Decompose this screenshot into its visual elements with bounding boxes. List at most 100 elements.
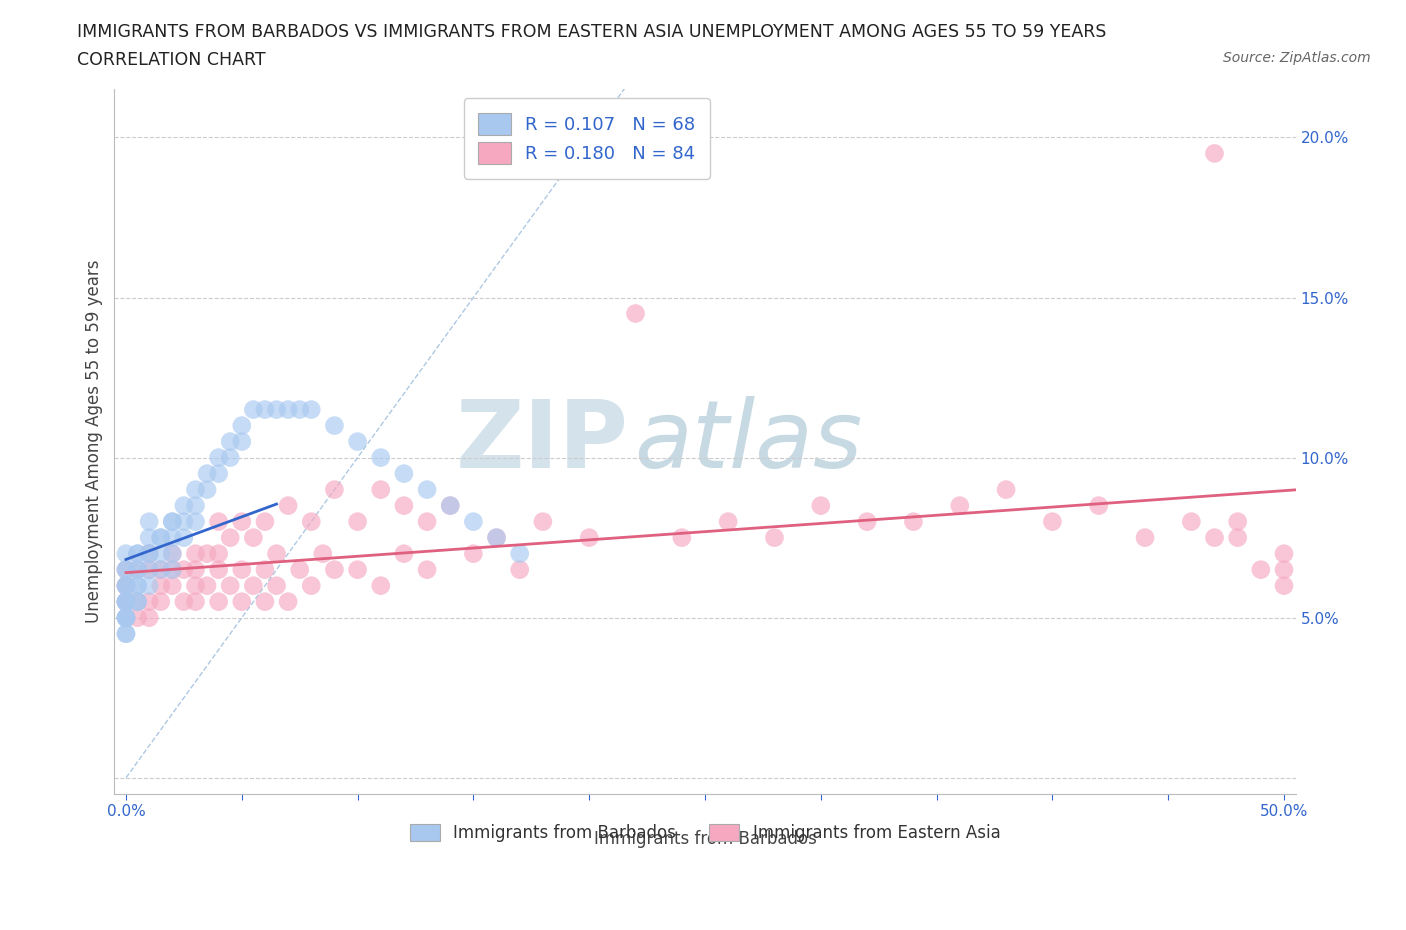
Point <box>127 610 149 625</box>
Point <box>1272 578 1295 593</box>
Point <box>312 546 335 561</box>
Point <box>242 530 264 545</box>
Point <box>277 402 299 417</box>
Point <box>231 563 253 578</box>
Point <box>115 610 138 625</box>
Point <box>127 578 149 593</box>
Point <box>485 530 508 545</box>
Point <box>149 594 172 609</box>
Point <box>138 514 160 529</box>
Point <box>509 546 531 561</box>
Text: Source: ZipAtlas.com: Source: ZipAtlas.com <box>1223 51 1371 65</box>
Point <box>149 546 172 561</box>
Point <box>162 563 184 578</box>
Point <box>115 578 138 593</box>
Point <box>149 563 172 578</box>
Point <box>173 594 195 609</box>
Point <box>162 546 184 561</box>
Point <box>219 434 242 449</box>
Point <box>346 563 368 578</box>
Point <box>195 482 218 497</box>
Point <box>138 578 160 593</box>
Text: IMMIGRANTS FROM BARBADOS VS IMMIGRANTS FROM EASTERN ASIA UNEMPLOYMENT AMONG AGES: IMMIGRANTS FROM BARBADOS VS IMMIGRANTS F… <box>77 23 1107 41</box>
Point <box>578 530 600 545</box>
Point <box>253 594 276 609</box>
Point <box>195 546 218 561</box>
Point <box>115 563 138 578</box>
Point <box>115 626 138 641</box>
Point <box>115 563 138 578</box>
Point <box>439 498 461 513</box>
Point <box>138 546 160 561</box>
Point <box>115 546 138 561</box>
Point <box>184 594 207 609</box>
Point <box>127 594 149 609</box>
Point <box>127 546 149 561</box>
Point <box>115 594 138 609</box>
Point <box>162 563 184 578</box>
Point <box>162 578 184 593</box>
Point <box>138 610 160 625</box>
Point <box>219 578 242 593</box>
Point <box>763 530 786 545</box>
Point <box>207 450 229 465</box>
Point <box>1250 563 1272 578</box>
Text: ZIP: ZIP <box>456 395 628 487</box>
Point <box>115 594 138 609</box>
Point <box>346 514 368 529</box>
Point <box>219 450 242 465</box>
Point <box>903 514 925 529</box>
Point <box>173 530 195 545</box>
Point <box>1204 146 1226 161</box>
Point <box>138 546 160 561</box>
Point <box>277 498 299 513</box>
Point <box>299 402 322 417</box>
Point <box>184 482 207 497</box>
Point <box>266 578 288 593</box>
Point <box>231 434 253 449</box>
Point <box>1204 530 1226 545</box>
Point <box>810 498 832 513</box>
Point <box>463 514 485 529</box>
Point <box>231 514 253 529</box>
Point <box>231 418 253 433</box>
Point <box>370 482 392 497</box>
Point <box>856 514 879 529</box>
Point <box>242 402 264 417</box>
Point <box>253 402 276 417</box>
X-axis label: Immigrants from Barbados: Immigrants from Barbados <box>593 830 817 848</box>
Point <box>115 563 138 578</box>
Point <box>138 594 160 609</box>
Point <box>1226 514 1249 529</box>
Point <box>149 563 172 578</box>
Point <box>416 514 439 529</box>
Point <box>115 626 138 641</box>
Point <box>392 546 415 561</box>
Point <box>149 530 172 545</box>
Point <box>1042 514 1064 529</box>
Point <box>149 530 172 545</box>
Point <box>253 563 276 578</box>
Point <box>207 563 229 578</box>
Point <box>242 578 264 593</box>
Point <box>115 610 138 625</box>
Point <box>162 514 184 529</box>
Point <box>162 546 184 561</box>
Point <box>115 578 138 593</box>
Point <box>184 514 207 529</box>
Point <box>184 578 207 593</box>
Point <box>115 594 138 609</box>
Point <box>288 563 311 578</box>
Point <box>115 610 138 625</box>
Point <box>509 563 531 578</box>
Point <box>463 546 485 561</box>
Point <box>323 482 346 497</box>
Point <box>1272 563 1295 578</box>
Point <box>127 563 149 578</box>
Point <box>266 546 288 561</box>
Legend: Immigrants from Barbados, Immigrants from Eastern Asia: Immigrants from Barbados, Immigrants fro… <box>404 817 1007 849</box>
Point <box>138 546 160 561</box>
Point <box>195 466 218 481</box>
Point <box>995 482 1018 497</box>
Point <box>127 578 149 593</box>
